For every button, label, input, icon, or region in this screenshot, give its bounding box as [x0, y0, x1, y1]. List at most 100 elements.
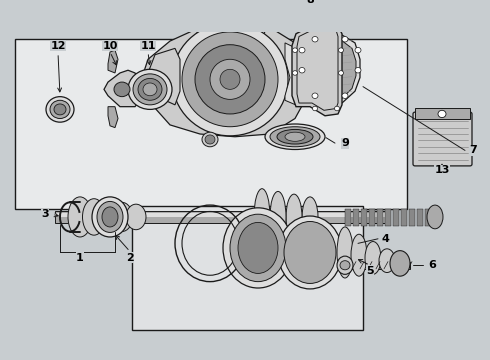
Ellipse shape	[265, 124, 325, 149]
Polygon shape	[292, 24, 342, 116]
Text: 4: 4	[381, 234, 389, 244]
Ellipse shape	[302, 197, 318, 237]
Bar	[132, 206, 363, 330]
Polygon shape	[142, 23, 305, 137]
Bar	[55, 211, 385, 223]
Bar	[377, 209, 383, 226]
Ellipse shape	[427, 205, 443, 229]
Bar	[393, 209, 399, 226]
Circle shape	[313, 106, 318, 111]
Ellipse shape	[277, 130, 313, 144]
Ellipse shape	[92, 197, 128, 237]
Circle shape	[335, 26, 340, 31]
Ellipse shape	[365, 242, 381, 274]
Ellipse shape	[143, 83, 157, 96]
Ellipse shape	[254, 189, 270, 245]
Bar	[15, 39, 407, 209]
Polygon shape	[300, 34, 360, 105]
Ellipse shape	[50, 100, 70, 118]
Text: 9: 9	[341, 138, 349, 148]
Ellipse shape	[133, 74, 167, 105]
Bar	[55, 213, 385, 217]
Ellipse shape	[112, 202, 132, 231]
Text: 5: 5	[366, 266, 374, 276]
Bar	[415, 108, 470, 120]
Circle shape	[293, 48, 297, 53]
Ellipse shape	[337, 256, 353, 274]
Ellipse shape	[54, 104, 66, 115]
Ellipse shape	[82, 199, 105, 235]
Polygon shape	[148, 48, 180, 105]
Bar	[353, 209, 359, 226]
Polygon shape	[195, 9, 268, 48]
Ellipse shape	[102, 207, 118, 227]
Polygon shape	[108, 50, 118, 73]
Circle shape	[335, 106, 340, 111]
Polygon shape	[285, 43, 303, 107]
Text: 2: 2	[126, 253, 134, 263]
Circle shape	[312, 36, 318, 42]
Ellipse shape	[278, 216, 342, 289]
Circle shape	[226, 0, 234, 6]
Bar	[409, 209, 415, 226]
Circle shape	[202, 132, 218, 147]
Ellipse shape	[220, 69, 240, 89]
Text: 12: 12	[50, 41, 66, 51]
Circle shape	[339, 48, 343, 53]
Bar	[401, 209, 407, 226]
Circle shape	[293, 71, 297, 75]
Bar	[385, 209, 391, 226]
Circle shape	[342, 36, 348, 42]
Ellipse shape	[138, 78, 162, 100]
Ellipse shape	[182, 32, 278, 127]
Circle shape	[299, 67, 305, 73]
Ellipse shape	[286, 194, 302, 240]
Ellipse shape	[351, 234, 367, 276]
Ellipse shape	[172, 23, 288, 136]
Ellipse shape	[379, 249, 395, 273]
Ellipse shape	[46, 96, 74, 122]
Bar	[215, 0, 245, 15]
Bar	[369, 209, 375, 226]
Circle shape	[355, 67, 361, 73]
Ellipse shape	[215, 11, 245, 20]
Circle shape	[313, 26, 318, 31]
Ellipse shape	[97, 202, 123, 233]
Ellipse shape	[238, 222, 278, 274]
Text: 10: 10	[102, 41, 118, 51]
Ellipse shape	[284, 221, 336, 283]
Circle shape	[355, 48, 361, 53]
Circle shape	[312, 93, 318, 99]
Ellipse shape	[223, 208, 293, 288]
Ellipse shape	[128, 69, 172, 109]
Circle shape	[299, 48, 305, 53]
Polygon shape	[108, 107, 118, 128]
Text: 8: 8	[306, 0, 314, 5]
Ellipse shape	[97, 201, 119, 233]
Bar	[361, 209, 367, 226]
Ellipse shape	[390, 251, 410, 276]
Text: 1: 1	[76, 253, 84, 263]
Text: 7: 7	[469, 145, 477, 156]
Circle shape	[205, 135, 215, 144]
Text: 13: 13	[434, 166, 450, 175]
Ellipse shape	[210, 59, 250, 99]
Ellipse shape	[285, 132, 305, 141]
Ellipse shape	[337, 227, 353, 278]
Bar	[345, 262, 410, 269]
Text: 11: 11	[140, 41, 156, 51]
Polygon shape	[104, 70, 140, 107]
Bar	[345, 209, 351, 226]
Polygon shape	[305, 39, 356, 100]
Text: 3: 3	[41, 209, 49, 219]
Ellipse shape	[195, 45, 265, 114]
Circle shape	[342, 93, 348, 99]
Text: 6: 6	[428, 260, 436, 270]
Circle shape	[114, 82, 130, 96]
Bar	[417, 209, 423, 226]
Ellipse shape	[68, 197, 92, 237]
Ellipse shape	[230, 214, 286, 282]
Ellipse shape	[126, 204, 146, 230]
Bar	[425, 209, 431, 226]
Ellipse shape	[270, 192, 286, 242]
